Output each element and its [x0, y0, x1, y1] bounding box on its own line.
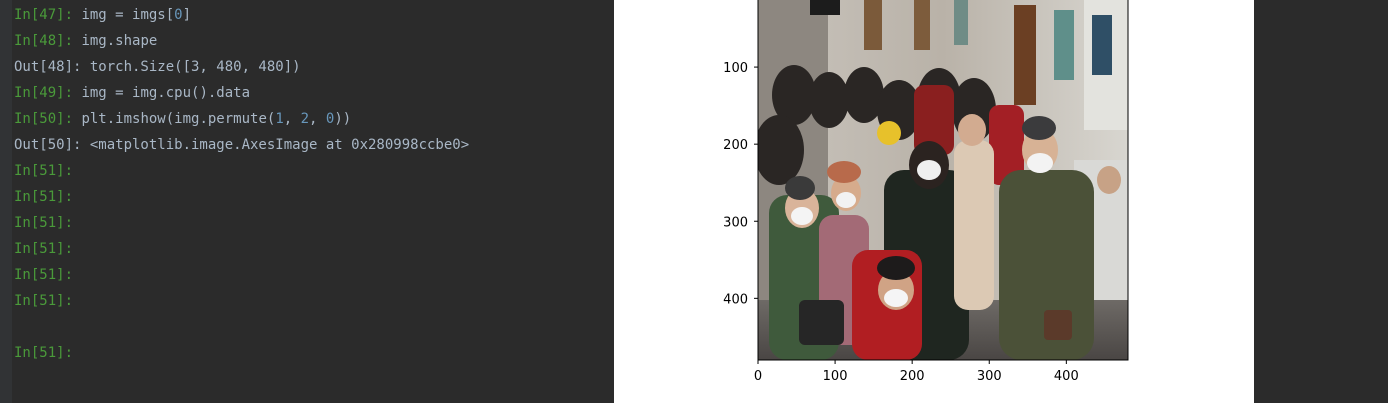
console-input-line[interactable]: In[49]: img = img.cpu().data	[14, 80, 614, 106]
code-text: torch.Size([3, 480, 480])	[89, 59, 301, 75]
in-prompt: In[47]:	[14, 7, 82, 23]
x-tick-label: 100	[823, 369, 848, 384]
y-tick-label: 300	[723, 215, 748, 230]
console-input-line[interactable]: In[51]:	[14, 158, 614, 184]
code-text: img = img.cpu().data	[81, 85, 251, 101]
code-number: 0	[325, 111, 335, 127]
x-tick-label: 0	[754, 369, 762, 384]
x-tick-label: 200	[900, 369, 925, 384]
in-prompt: In[51]:	[14, 345, 82, 361]
console-input-line[interactable]: In[51]:	[14, 340, 614, 366]
console-gutter	[0, 0, 12, 403]
console-input-line[interactable]: In[51]:	[14, 262, 614, 288]
y-tick-label: 100	[723, 61, 748, 76]
code-text: <matplotlib.image.AxesImage at 0x280998c…	[89, 137, 470, 153]
out-prompt: Out[48]:	[14, 59, 90, 75]
y-axis: 100 200 300 400	[723, 61, 758, 307]
x-tick-label: 300	[977, 369, 1002, 384]
in-prompt: In[51]:	[14, 215, 82, 231]
in-prompt: In[49]:	[14, 85, 82, 101]
code-text: img = imgs[	[81, 7, 175, 23]
matplotlib-figure: 0 100 200 300 400 100 200 300 400	[614, 0, 1254, 403]
code-number: 0	[174, 7, 183, 23]
code-number: 1	[275, 111, 284, 127]
console-output-line[interactable]: Out[48]: torch.Size([3, 480, 480])	[14, 54, 614, 80]
console-blank-line[interactable]	[14, 314, 614, 340]
code-text: img.shape	[81, 33, 158, 49]
console-input-line[interactable]: In[47]: img = imgs[0]	[14, 2, 614, 28]
y-tick-label: 400	[723, 292, 748, 307]
out-prompt: Out[50]:	[14, 137, 90, 153]
console-input-line[interactable]: In[51]:	[14, 236, 614, 262]
in-prompt: In[51]:	[14, 267, 82, 283]
code-text: ,	[283, 111, 301, 127]
in-prompt: In[51]:	[14, 163, 82, 179]
code-text: plt.imshow(img.permute(	[81, 111, 276, 127]
in-prompt: In[51]:	[14, 293, 82, 309]
console-output-line[interactable]: Out[50]: <matplotlib.image.AxesImage at …	[14, 132, 614, 158]
y-tick-label: 200	[723, 138, 748, 153]
in-prompt: In[51]:	[14, 241, 82, 257]
in-prompt: In[50]:	[14, 111, 82, 127]
code-text: ,	[309, 111, 326, 127]
console-input-line[interactable]: In[48]: img.shape	[14, 28, 614, 54]
code-text: ]	[182, 7, 192, 23]
image-content	[758, 0, 1128, 360]
console-input-line[interactable]: In[51]:	[14, 184, 614, 210]
code-text: ))	[334, 111, 352, 127]
python-console[interactable]: In[47]: img = imgs[0] In[48]: img.shape Ou…	[0, 0, 614, 403]
in-prompt: In[51]:	[14, 189, 82, 205]
console-output[interactable]: In[47]: img = imgs[0] In[48]: img.shape Ou…	[14, 2, 614, 366]
console-input-line[interactable]: In[51]:	[14, 210, 614, 236]
x-tick-label: 400	[1054, 369, 1079, 384]
right-panel	[1254, 0, 1388, 403]
code-number: 2	[300, 111, 310, 127]
in-prompt: In[48]:	[14, 33, 82, 49]
plot-svg: 0 100 200 300 400 100 200 300 400	[723, 0, 1129, 384]
axes-frame	[757, 0, 1129, 361]
console-input-line[interactable]: In[50]: plt.imshow(img.permute(1, 2, 0))	[14, 106, 614, 132]
console-input-line[interactable]: In[51]:	[14, 288, 614, 314]
x-axis: 0 100 200 300 400	[754, 360, 1079, 384]
